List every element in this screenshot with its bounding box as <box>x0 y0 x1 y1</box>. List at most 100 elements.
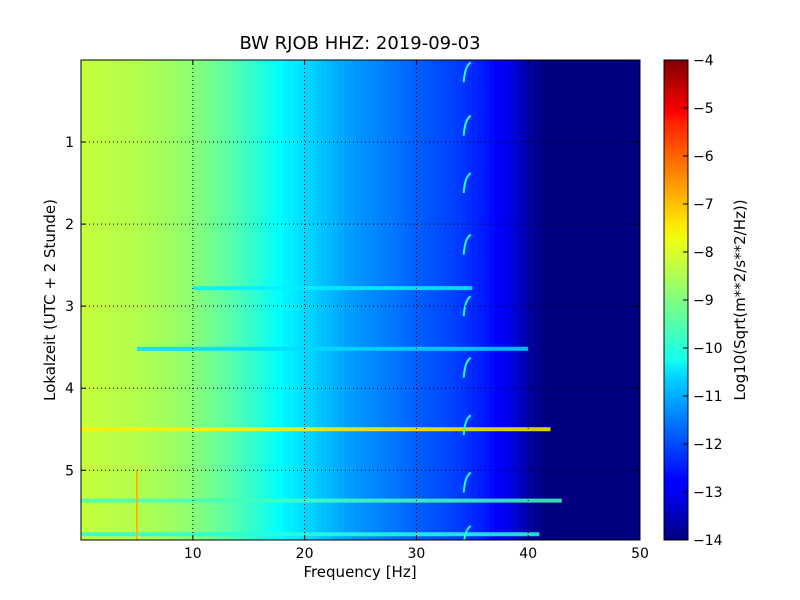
colorbar-tick-label: −4 <box>693 53 714 69</box>
spectrum-column <box>461 60 468 540</box>
spectrum-column <box>299 60 306 540</box>
spectrum-column <box>354 60 362 540</box>
spectrum-column <box>589 60 596 540</box>
spectrum-column <box>187 60 194 540</box>
spectrum-column <box>617 60 624 540</box>
spectrum-column <box>176 60 183 540</box>
spectrum-column <box>623 60 630 540</box>
spectrum-column <box>366 60 373 540</box>
spectrum-column <box>271 60 278 540</box>
periodic-feature <box>462 471 472 493</box>
spectrum-column <box>142 60 149 540</box>
spectrum-column <box>500 60 507 540</box>
spectrum-column <box>287 60 295 540</box>
spectrum-column <box>494 60 501 540</box>
colorbar-tick-label: −5 <box>693 101 714 117</box>
spectrum-column <box>444 60 451 540</box>
spectrum-column <box>254 60 261 540</box>
colorbar-tick-label: −14 <box>693 533 723 549</box>
spectrum-column <box>517 60 524 540</box>
spectrum-column <box>421 60 429 540</box>
spectrum-column <box>628 60 636 540</box>
spectrum-column <box>584 60 591 540</box>
spectrum-column <box>181 60 188 540</box>
spectrum-column <box>125 60 132 540</box>
grid-lines <box>81 60 640 540</box>
spectrum-column <box>215 60 222 540</box>
spectrum-column <box>556 60 563 540</box>
spectrum-column <box>209 60 216 540</box>
y-tick-label: 4 <box>65 381 74 397</box>
spectrum-column <box>561 60 568 540</box>
periodic-feature <box>462 172 472 194</box>
y-tick-label: 3 <box>65 299 74 315</box>
spectrum-column <box>449 60 457 540</box>
spectrum-column <box>466 60 473 540</box>
spectrum-column <box>310 60 317 540</box>
spectrum-column <box>226 60 233 540</box>
spectrum-column <box>634 60 640 540</box>
spectrum-column <box>304 60 311 540</box>
heatmap-area <box>81 60 640 540</box>
spectrum-column <box>360 60 367 540</box>
spectrum-column <box>153 60 160 540</box>
spectrum-column <box>97 60 104 540</box>
spectrum-column <box>567 60 574 540</box>
spectrum-column <box>198 60 205 540</box>
x-tick-label: 10 <box>184 546 202 562</box>
spectrum-column <box>92 60 99 540</box>
spectrum-column <box>489 60 496 540</box>
colorbar-tick-label: −6 <box>693 149 714 165</box>
spectrum-column <box>120 60 127 540</box>
spectrum-column <box>332 60 339 540</box>
spectrum-column <box>293 60 300 540</box>
spectrum-column <box>550 60 557 540</box>
plot-frame <box>80 59 641 541</box>
spectrum-column <box>276 60 283 540</box>
spectrum-column <box>388 60 395 540</box>
y-tick-label: 5 <box>65 463 74 479</box>
spectrum-column <box>343 60 350 540</box>
spectrum-column <box>136 60 144 540</box>
colorbar-label: Log10(Sqrt(m**2/s**2/Hz)) <box>731 199 749 400</box>
periodic-feature <box>462 114 472 136</box>
colorbar-tick-label: −8 <box>693 245 714 261</box>
spectral-band <box>192 286 473 291</box>
spectrum-column <box>433 60 440 540</box>
periodic-feature <box>462 61 472 83</box>
spectrum-column <box>416 60 423 540</box>
spectrum-column <box>483 60 490 540</box>
spectral-band <box>136 346 529 351</box>
spectrum-column <box>572 60 580 540</box>
colorbar-tick-label: −13 <box>693 485 723 501</box>
periodic-feature <box>462 356 472 378</box>
spectrum-column <box>103 60 110 540</box>
spectral-band <box>81 498 562 503</box>
spectrum-column <box>533 60 540 540</box>
spectrum-column <box>170 60 177 540</box>
spectrum-column <box>394 60 401 540</box>
x-tick-label: 20 <box>296 546 314 562</box>
spectrum-column <box>606 60 613 540</box>
periodic-feature <box>462 295 472 317</box>
periodic-feature <box>463 525 472 540</box>
spectrum-column <box>600 60 608 540</box>
spectrum-column <box>315 60 322 540</box>
spectrum-column <box>192 60 199 540</box>
y-axis: 1 2 3 4 5 <box>65 135 640 479</box>
spectrum-column <box>595 60 602 540</box>
spectrum-column <box>539 60 546 540</box>
y-tick-label: 1 <box>65 135 74 151</box>
spectrum-column <box>472 60 479 540</box>
spectral-band <box>81 427 551 432</box>
spectrum-column <box>399 60 406 540</box>
chart-title: BW RJOB HHZ: 2019-09-03 <box>239 33 480 54</box>
spectrum-column <box>265 60 272 540</box>
spectrum-column <box>159 60 166 540</box>
periodic-feature <box>462 233 472 255</box>
colorbar-tick-label: −10 <box>693 341 723 357</box>
spectrum-column <box>131 60 138 540</box>
spectrum-column <box>148 60 155 540</box>
spectrum-column <box>108 60 116 540</box>
